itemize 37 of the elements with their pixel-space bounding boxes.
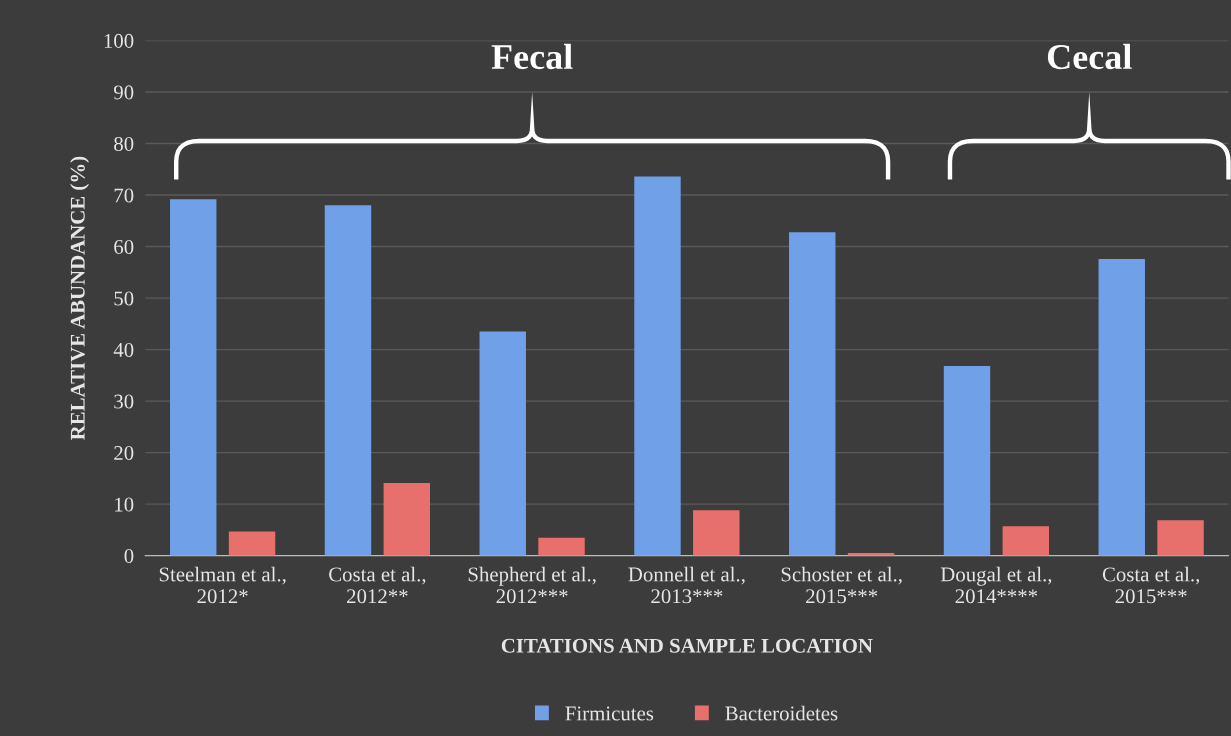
bar [538, 537, 585, 556]
y-tick-label: 70 [114, 188, 134, 203]
y-tick-label: 50 [114, 291, 134, 306]
x-tick-label: Costa et al., 2015*** [1102, 566, 1200, 604]
x-tick-label: Dougal et al., 2014**** [940, 566, 1052, 604]
annotation: Fecal [491, 43, 573, 70]
bar [383, 483, 431, 556]
legend-label: Bacteroidetes [725, 705, 838, 721]
y-tick-label: 40 [113, 342, 134, 358]
x-tick-label: Schoster et al., 2015*** [781, 566, 902, 604]
x-tick-label: Shepherd et al., 2012*** [468, 566, 596, 604]
bar [943, 366, 991, 556]
y-tick-label: 100 [104, 33, 134, 48]
y-tick-label: 60 [114, 239, 134, 254]
bar [789, 232, 836, 556]
y-tick-label: 90 [113, 85, 134, 100]
bar [479, 331, 526, 556]
bar [228, 531, 276, 556]
y-tick-label: 20 [114, 446, 134, 461]
bar [170, 199, 217, 556]
bar [324, 205, 372, 556]
y-tick-label: 0 [124, 549, 134, 564]
y-axis-title: RELATIVE ABUNDANCE (%) [70, 156, 90, 440]
x-tick-label: Steelman et al., 2012* [159, 566, 286, 604]
y-tick-label: 80 [114, 136, 134, 151]
bar [634, 176, 681, 556]
bar [1157, 520, 1204, 556]
bar [1002, 526, 1050, 556]
y-tick-label: 30 [114, 394, 134, 409]
x-tick-label: Costa et al., 2012** [329, 566, 426, 604]
annotation: Cecal [1047, 43, 1132, 70]
y-tick-label: 10 [115, 497, 134, 512]
x-tick-label: Donnell et al., 2013*** [628, 566, 745, 604]
bar [1098, 258, 1145, 556]
legend-label: Firmicutes [565, 706, 654, 721]
bar [693, 510, 740, 556]
x-axis-title: CITATIONS AND SAMPLE LOCATION [501, 638, 873, 653]
